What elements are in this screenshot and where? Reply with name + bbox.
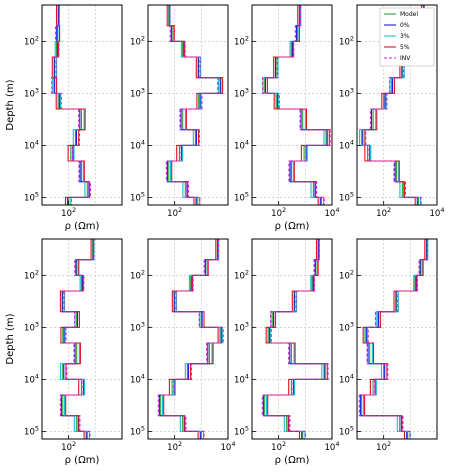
panel-3: 102 103 104 105 102 104 ρ (Ωm) [234, 4, 340, 232]
tick-label: 104 [221, 440, 236, 453]
tick-label: 102 [271, 206, 286, 219]
panel-8: 102 103 104 105 102 [339, 238, 438, 453]
series-line-inv [59, 239, 95, 439]
axes-frame [251, 4, 333, 206]
tick-label: 105 [24, 424, 39, 437]
tick-label: 105 [130, 190, 145, 203]
tick-label: 102 [61, 206, 76, 219]
tick-label: 104 [234, 372, 249, 385]
tick-label: 102 [376, 206, 391, 219]
tick-label: 105 [234, 190, 249, 203]
panel-7: 102 103 104 105 102 104 ρ (Ωm) [234, 238, 340, 466]
tick-label: 104 [130, 372, 145, 385]
tick-label: 105 [130, 424, 145, 437]
axes-frame [147, 238, 229, 440]
panel-4: 102 103 104 105 102 104 [339, 4, 445, 219]
series-line-inv [51, 5, 92, 205]
legend-label: 0% [400, 22, 410, 29]
tick-label: 102 [339, 34, 354, 47]
tick-label: 103 [339, 86, 354, 99]
tick-label: 104 [430, 206, 445, 219]
series-line-inv [261, 239, 329, 439]
tick-label: 104 [339, 138, 354, 151]
tick-label: 102 [130, 34, 145, 47]
axes-frame [356, 4, 438, 206]
axes-frame [147, 4, 229, 206]
tick-label: 103 [130, 86, 145, 99]
tick-label: 105 [339, 190, 354, 203]
tick-label: 102 [24, 268, 39, 281]
x-axis-label: ρ (Ωm) [275, 221, 310, 232]
axes-frame [356, 238, 438, 440]
tick-label: 102 [234, 34, 249, 47]
tick-label: 104 [325, 440, 340, 453]
series-line-5pct [362, 239, 426, 439]
tick-label: 102 [234, 268, 249, 281]
tick-label: 103 [130, 320, 145, 333]
series-line-5pct [265, 239, 328, 439]
tick-label: 104 [24, 372, 39, 385]
tick-label: 103 [234, 320, 249, 333]
series-line-5pct [166, 5, 224, 205]
panel-2: 102 103 104 105 102 [130, 4, 229, 219]
series-line-inv [262, 5, 331, 205]
panel-5: 102 103 104 105 102 ρ (Ωm) Depth (m) [5, 238, 123, 466]
legend-box [379, 7, 435, 67]
tick-label: 102 [339, 268, 354, 281]
tick-label: 103 [24, 320, 39, 333]
tick-label: 103 [339, 320, 354, 333]
tick-label: 102 [271, 440, 286, 453]
series-line-inv [365, 5, 425, 205]
legend-label: INV [400, 55, 411, 62]
tick-label: 102 [61, 440, 76, 453]
series-line-0pct [264, 5, 328, 205]
tick-label: 102 [376, 440, 391, 453]
tick-label: 102 [167, 206, 182, 219]
series-line-3pct [363, 239, 429, 439]
tick-label: 104 [24, 138, 39, 151]
tick-label: 103 [234, 86, 249, 99]
series-line-3pct [262, 5, 325, 205]
series-line-0pct [158, 239, 222, 439]
tick-label: 105 [24, 190, 39, 203]
y-axis-label: Depth (m) [5, 313, 16, 364]
series-line-3pct [169, 5, 219, 205]
legend-label: Model [400, 11, 418, 18]
legend-label: 5% [400, 44, 410, 51]
tick-label: 102 [167, 440, 182, 453]
tick-label: 103 [24, 86, 39, 99]
series-line-model [361, 239, 427, 439]
tick-label: 104 [234, 138, 249, 151]
legend: Model 0% 3% 5% INV [379, 7, 435, 67]
series-line-model [168, 5, 221, 205]
tick-label: 102 [130, 268, 145, 281]
x-axis-label: ρ (Ωm) [65, 221, 100, 232]
panel-1: 102 103 104 105 102 ρ (Ωm) Depth (m) [5, 4, 123, 232]
panel-6: 102 103 104 105 102 104 [130, 238, 236, 453]
series-line-0pct [166, 5, 222, 205]
legend-label: 3% [400, 33, 410, 40]
series-line-model [160, 239, 221, 439]
x-axis-label: ρ (Ωm) [275, 455, 310, 466]
tick-label: 102 [24, 34, 39, 47]
axes-frame [41, 4, 123, 206]
series-line-5pct [163, 239, 219, 439]
x-axis-label: ρ (Ωm) [65, 455, 100, 466]
series-line-3pct [266, 239, 323, 439]
y-axis-label: Depth (m) [5, 79, 16, 130]
tick-label: 105 [339, 424, 354, 437]
series-line-0pct [359, 239, 428, 439]
tick-label: 104 [130, 138, 145, 151]
series-line-5pct [266, 5, 330, 205]
tick-label: 104 [339, 372, 354, 385]
tick-label: 105 [234, 424, 249, 437]
series-line-inv [358, 239, 429, 439]
series-line-3pct [162, 239, 223, 439]
axes-frame [251, 238, 333, 440]
axes-frame [41, 238, 123, 440]
series-line-inv [157, 239, 224, 439]
tick-label: 104 [325, 206, 340, 219]
